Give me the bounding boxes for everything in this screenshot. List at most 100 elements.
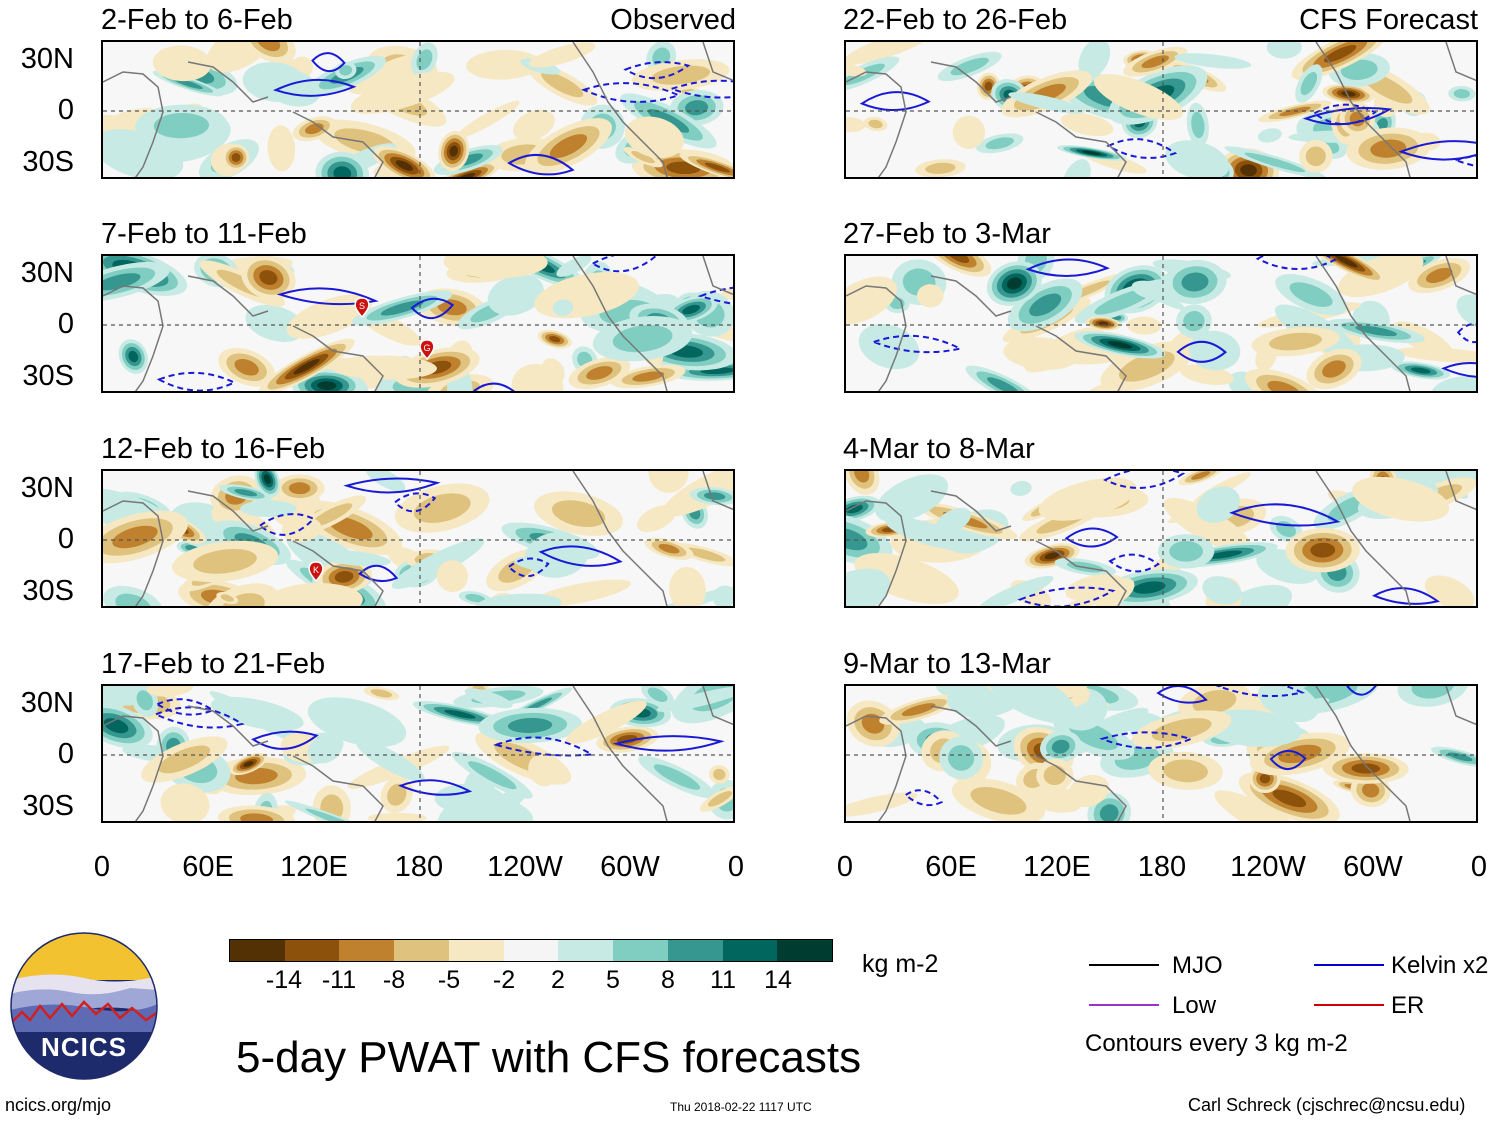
pwat-anomaly-contour xyxy=(413,493,471,523)
kelvin-wave-contour xyxy=(1302,107,1393,126)
colorbar-label: -5 xyxy=(437,966,461,994)
lat-label-30s: 30S xyxy=(22,360,74,392)
pwat-anomaly-contour xyxy=(551,500,606,528)
kelvin-wave-contour xyxy=(1106,138,1178,159)
kelvin-wave-contour xyxy=(273,78,357,97)
pwat-anomaly-contour xyxy=(256,42,281,52)
pwat-anomaly-contour xyxy=(565,700,647,744)
kelvin-wave-contour xyxy=(1108,553,1160,573)
pwat-anomaly-contour xyxy=(1425,267,1453,284)
pwat-anomaly-contour xyxy=(380,300,424,316)
pwat-anomaly-contour xyxy=(987,377,1020,391)
legend-label-kelvin: Kelvin x2 xyxy=(1391,952,1489,979)
pwat-field-3 xyxy=(103,471,733,606)
pwat-anomaly-contour xyxy=(264,583,363,606)
pwat-anomaly-contour xyxy=(1181,272,1209,292)
kelvin-wave-contour xyxy=(393,492,437,513)
pwat-anomaly-contour xyxy=(1355,325,1398,337)
coastline xyxy=(572,471,668,606)
pwat-anomaly-contour xyxy=(146,686,194,697)
pwat-anomaly-contour xyxy=(331,355,437,380)
map-panel-2 xyxy=(101,254,735,393)
pwat-anomaly-contour xyxy=(507,717,553,733)
pwat-anomaly-contour xyxy=(549,336,561,343)
colorbar-segment xyxy=(667,940,723,961)
pwat-anomaly-contour xyxy=(1285,697,1330,716)
pwat-anomaly-contour xyxy=(541,71,584,98)
pwat-anomaly-contour xyxy=(305,808,367,821)
pwat-anomaly-contour xyxy=(586,366,613,380)
coastline xyxy=(1445,471,1476,511)
pwat-anomaly-contour xyxy=(443,256,548,279)
kelvin-wave-contour xyxy=(581,82,682,103)
storm-marker-g: G xyxy=(418,338,436,361)
pwat-anomaly-contour xyxy=(846,504,863,514)
pwat-anomaly-contour xyxy=(267,125,296,172)
kelvin-wave-contour xyxy=(1025,258,1110,277)
pwat-anomaly-contour xyxy=(1268,332,1322,351)
pwat-anomaly-contour xyxy=(612,325,673,353)
pwat-anomaly-contour xyxy=(1082,150,1102,156)
pwat-anomaly-contour xyxy=(1430,376,1476,391)
coastline xyxy=(103,500,164,606)
pwat-anomaly-contour xyxy=(243,760,254,768)
kelvin-wave-contour xyxy=(1346,686,1377,696)
colorbar-segment xyxy=(230,940,285,961)
website-link[interactable]: ncics.org/mjo xyxy=(5,1095,112,1115)
lon-label-180: 180 xyxy=(1137,851,1187,883)
pwat-anomaly-contour xyxy=(647,687,668,703)
coastline xyxy=(187,490,269,532)
pwat-anomaly-contour xyxy=(685,547,726,562)
pwat-anomaly-contour xyxy=(1029,293,1062,317)
kelvin-wave-contour xyxy=(398,779,473,796)
pwat-anomaly-contour xyxy=(158,745,211,774)
pwat-anomaly-contour xyxy=(525,532,589,578)
panel-tag-observed: Observed xyxy=(610,4,736,36)
pwat-anomaly-contour xyxy=(1272,789,1307,808)
pwat-anomaly-contour xyxy=(1065,574,1125,601)
main-title: 5-day PWAT with CFS forecasts xyxy=(236,1033,862,1082)
legend-line-low xyxy=(1089,1004,1159,1006)
pwat-anomaly-contour xyxy=(1214,790,1309,821)
pwat-anomaly-contour xyxy=(456,172,476,177)
pwat-anomaly-contour xyxy=(259,270,278,285)
panel-title-7: 4-Mar to 8-Mar xyxy=(843,433,1035,465)
pwat-anomaly-contour xyxy=(476,593,562,606)
pwat-anomaly-contour xyxy=(1310,542,1336,558)
pwat-anomaly-contour xyxy=(128,350,139,363)
lon-label-60w: 60W xyxy=(1343,851,1403,883)
pwat-anomaly-contour xyxy=(970,787,1027,815)
pwat-anomaly-contour xyxy=(647,109,690,133)
kelvin-wave-contour xyxy=(153,706,245,729)
lon-label-0: 0 xyxy=(93,851,111,883)
pwat-anomaly-contour xyxy=(625,116,684,159)
pwat-anomaly-contour xyxy=(1395,347,1476,363)
pwat-anomaly-contour xyxy=(391,538,485,589)
ncics-logo-icon xyxy=(10,932,158,1080)
coastline xyxy=(846,71,907,177)
pwat-anomaly-contour xyxy=(1008,92,1085,114)
pwat-anomaly-contour xyxy=(1447,752,1473,762)
pwat-anomaly-contour xyxy=(160,783,210,821)
coastline xyxy=(702,42,733,82)
pwat-anomaly-contour xyxy=(1062,159,1091,177)
colorbar-segment xyxy=(448,940,504,961)
pwat-anomaly-contour xyxy=(307,735,342,764)
coastline xyxy=(187,275,269,317)
lat-label-30s: 30S xyxy=(22,146,74,178)
coastline xyxy=(103,715,164,821)
pwat-anomaly-contour xyxy=(1289,282,1333,307)
pwat-anomaly-contour xyxy=(210,696,304,731)
coastline xyxy=(930,705,1012,747)
pwat-anomaly-contour xyxy=(846,63,867,77)
kelvin-wave-contour xyxy=(343,477,441,494)
pwat-anomaly-contour xyxy=(846,116,866,133)
map-panel-3 xyxy=(101,469,735,608)
pwat-anomaly-contour xyxy=(1126,316,1162,335)
pwat-anomaly-contour xyxy=(632,371,665,382)
kelvin-wave-contour xyxy=(493,736,595,757)
coastline xyxy=(1445,686,1476,726)
pwat-anomaly-contour xyxy=(1051,739,1070,754)
coastline xyxy=(187,705,269,747)
pwat-anomaly-contour xyxy=(115,593,152,606)
